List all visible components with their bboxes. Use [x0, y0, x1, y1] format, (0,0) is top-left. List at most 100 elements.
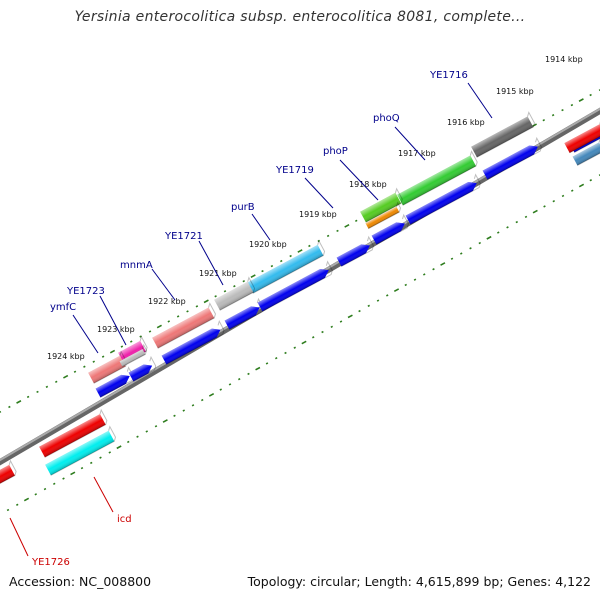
ruler-tick	[203, 299, 209, 304]
ruler-tick	[43, 487, 47, 491]
gene-label-YE1716[interactable]: YE1716	[429, 70, 468, 81]
ruler-tick	[80, 466, 84, 470]
ruler-tick	[551, 113, 555, 117]
gene-label-YE1726[interactable]: YE1726	[31, 557, 70, 568]
ruler-tick	[136, 435, 139, 438]
ruler-tick	[578, 98, 584, 102]
ruler-tick	[162, 419, 168, 423]
gene-fragment-left-red[interactable]	[0, 459, 18, 488]
ruler-tick	[261, 269, 264, 273]
ruler-tick	[358, 309, 361, 313]
ruler-tick	[129, 340, 133, 343]
ruler-tick	[139, 335, 142, 338]
ruler-tick	[34, 493, 38, 496]
ruler-tick	[228, 383, 232, 386]
ruler-tick	[570, 103, 574, 107]
ruler-tick	[598, 173, 600, 177]
ruler-layer	[0, 88, 600, 512]
gene-icd[interactable]	[44, 425, 117, 476]
ruler-tick	[237, 377, 241, 381]
ruler-tick	[561, 108, 564, 112]
ruler-tick	[255, 366, 261, 371]
ruler-tick	[413, 278, 417, 281]
ruler-tick	[99, 456, 102, 459]
gene-label-YE1719[interactable]: YE1719	[275, 165, 314, 176]
ruler-tick	[73, 370, 77, 373]
ruler-tick	[524, 215, 528, 219]
ruler-tick	[195, 305, 199, 308]
ruler-label: 1916 kbp	[447, 118, 485, 127]
gene-label-icd[interactable]: icd	[117, 514, 132, 525]
ruler-tick	[23, 497, 30, 502]
gene-ymfC-grey-segment[interactable]	[118, 343, 148, 368]
ruler-tick	[219, 388, 223, 391]
forward-gene-9[interactable]	[481, 136, 543, 180]
ruler-tick	[321, 330, 324, 334]
forward-gene-3[interactable]	[160, 319, 225, 365]
ruler-tick	[589, 179, 593, 182]
accession-text: Accession: NC_008800	[9, 574, 152, 589]
ruler-tick	[62, 477, 65, 480]
ruler-tick	[0, 410, 2, 414]
gene-label-purB[interactable]: purB	[231, 202, 255, 213]
ruler-tick	[531, 123, 537, 128]
ruler-tick	[8, 405, 11, 409]
gene-label-ymfC[interactable]: ymfC	[50, 302, 76, 313]
forward-gene-5[interactable]	[256, 260, 334, 312]
ruler-tick	[247, 372, 250, 376]
forward-gene-8[interactable]	[404, 173, 482, 225]
ruler-tick	[367, 304, 371, 308]
leader-line-YE1719	[304, 177, 334, 209]
forward-gene-7[interactable]	[370, 213, 410, 245]
ruler-tick	[326, 234, 330, 238]
ruler-tick	[156, 324, 162, 329]
map-title: Yersinia enterocolitica subsp. enterocol…	[74, 9, 526, 25]
ruler-tick	[376, 299, 380, 302]
ruler-tick	[6, 508, 10, 512]
ruler-tick	[293, 346, 297, 349]
forward-gene-2[interactable]	[127, 355, 157, 382]
ruler-label: 1924 kbp	[47, 352, 85, 361]
ruler-label: 1919 kbp	[299, 210, 337, 219]
gene-phoQ[interactable]	[396, 150, 479, 206]
gene-YE1721[interactable]	[151, 302, 217, 349]
ruler-tick	[148, 330, 152, 333]
ruler-tick	[63, 374, 69, 379]
ruler-label: 1915 kbp	[496, 87, 534, 96]
ruler-tick	[339, 320, 343, 323]
ruler-tick	[173, 414, 176, 417]
ruler-tick	[570, 189, 574, 192]
ruler-tick	[214, 295, 217, 298]
gene-phoP[interactable]	[359, 187, 404, 223]
ruler-tick	[542, 119, 546, 122]
gene-phoP-orange-segment[interactable]	[364, 201, 402, 230]
gene-YE1716[interactable]	[470, 111, 536, 158]
forward-gene-6[interactable]	[335, 235, 375, 267]
ruler-tick	[578, 183, 585, 188]
ruler-tick	[265, 362, 269, 365]
gene-label-phoP[interactable]: phoP	[323, 146, 348, 157]
ruler-tick	[109, 349, 116, 354]
gene-YE1719[interactable]	[246, 239, 326, 294]
gene-label-YE1721[interactable]: YE1721	[164, 231, 203, 242]
ruler-label: 1920 kbp	[249, 240, 287, 249]
topology-summary-text: Topology: circular; Length: 4,615,899 bp…	[247, 574, 591, 589]
ruler-tick	[432, 268, 435, 271]
gene-fragment-right-red[interactable]	[563, 118, 600, 154]
ruler-tick	[92, 360, 96, 363]
gene-label-mnmA[interactable]: mnmA	[120, 260, 153, 271]
ruler-tick	[16, 400, 22, 404]
gene-label-YE1723[interactable]: YE1723	[66, 286, 105, 297]
ruler-tick	[308, 244, 311, 248]
ruler-tick	[145, 430, 149, 433]
ruler-tick	[496, 231, 500, 234]
gene-label-phoQ[interactable]: phoQ	[373, 113, 400, 124]
gene-YE1726[interactable]	[38, 408, 109, 458]
ruler-tick	[347, 314, 353, 319]
gene-purB[interactable]	[213, 276, 256, 311]
leader-line-purB	[251, 213, 271, 241]
ruler-tick	[543, 205, 546, 208]
ruler-tick	[186, 310, 189, 313]
ruler-tick	[270, 264, 274, 268]
